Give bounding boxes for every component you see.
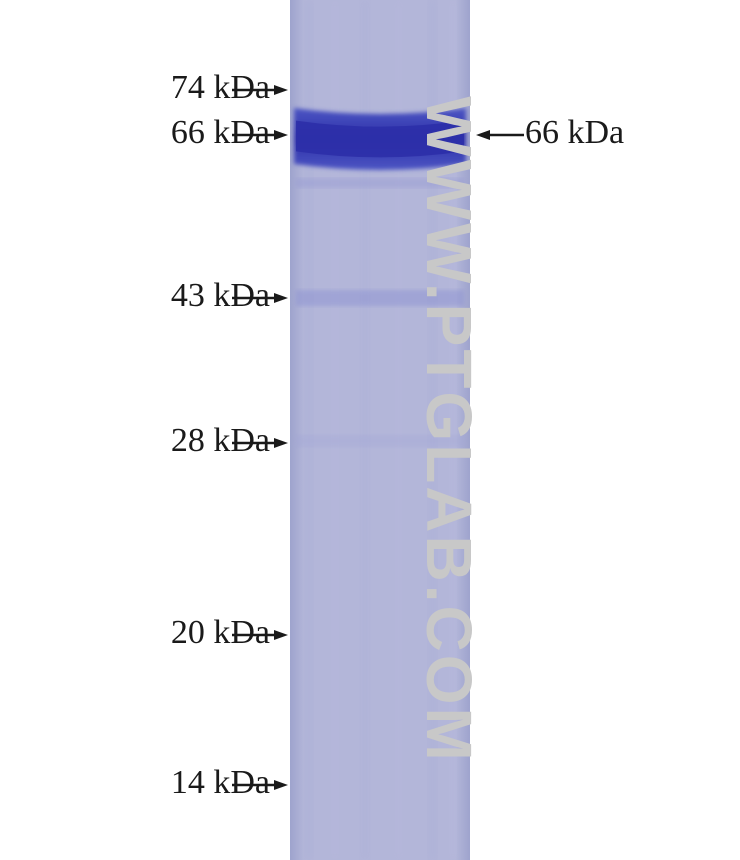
- gel-lane: [290, 0, 470, 860]
- band-28: [296, 435, 464, 447]
- marker-arrow-icon: [232, 628, 288, 642]
- target-arrow-icon: [476, 128, 524, 142]
- target-label: 66 kDa: [525, 114, 624, 152]
- marker-arrow-icon: [232, 291, 288, 305]
- marker-arrow-icon: [232, 778, 288, 792]
- faint-under-main: [296, 178, 464, 188]
- marker-arrow-icon: [232, 436, 288, 450]
- band-43: [296, 290, 464, 306]
- marker-arrow-icon: [232, 128, 288, 142]
- marker-arrow-icon: [232, 83, 288, 97]
